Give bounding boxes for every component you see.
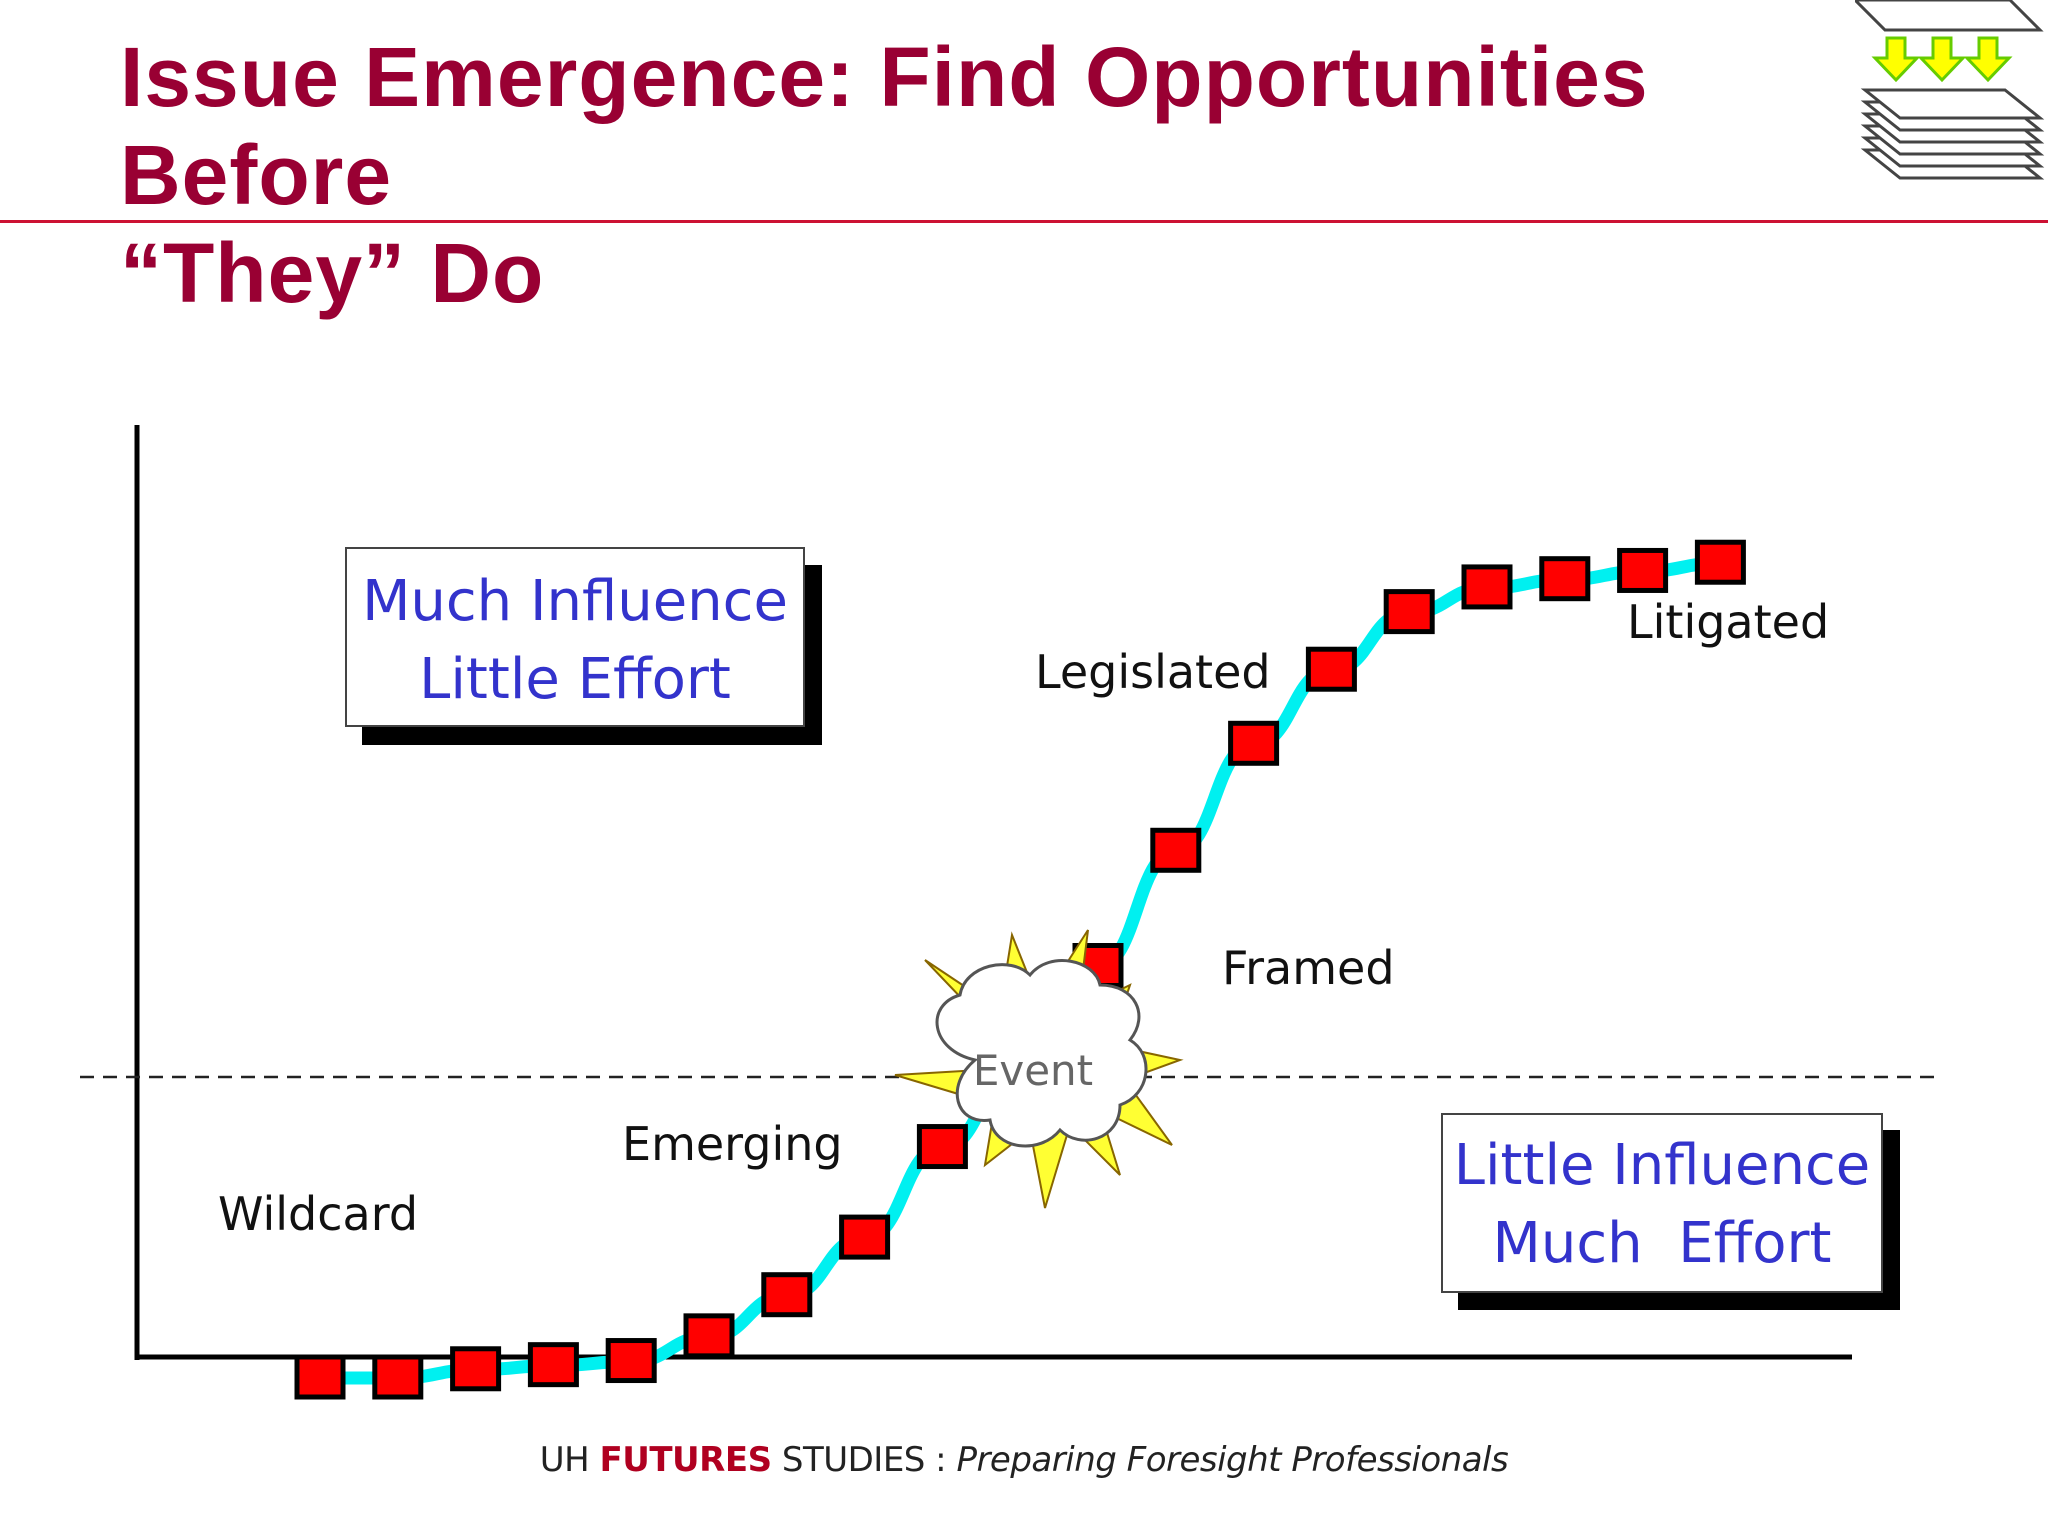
- little-influence-line-1: Little Influence: [1454, 1133, 1870, 1198]
- footer-tagline: Preparing Foresight Professionals: [956, 1440, 1509, 1480]
- page-stack: [1855, 0, 2045, 180]
- little-influence-line-2: Much Effort: [1493, 1211, 1832, 1276]
- curve-marker: [839, 1214, 891, 1260]
- event-cloud: [935, 959, 1148, 1148]
- curve-marker: [1617, 547, 1669, 593]
- curve-marker: [1383, 589, 1435, 635]
- explosion-cloud-icon: Event: [894, 929, 1184, 1209]
- stacked-pages-icon: [1855, 0, 2045, 180]
- slide-title: Issue Emergence: Find Opportunities Befo…: [120, 28, 1820, 322]
- marker-layer: [294, 539, 1746, 1400]
- footer-brand: FUTURES: [599, 1440, 773, 1480]
- footer: UH FUTURES STUDIES : Preparing Foresight…: [0, 1440, 2048, 1480]
- title-line-1: Issue Emergence: Find Opportunities Befo…: [120, 30, 1649, 222]
- curve-marker: [761, 1272, 813, 1318]
- curve-marker: [1539, 556, 1591, 602]
- stage-label-framed: Framed: [1222, 941, 1395, 995]
- stage-label-litigated: Litigated: [1627, 595, 1829, 649]
- down-arrows-icon: [1871, 36, 2013, 83]
- footer-suffix: STUDIES :: [771, 1440, 957, 1480]
- curve-marker: [372, 1354, 424, 1400]
- much-influence-box-frame: [345, 547, 805, 727]
- stage-label-legislated: Legislated: [1035, 645, 1271, 699]
- stage-label-wildcard: Wildcard: [218, 1187, 418, 1241]
- curve-marker: [1694, 539, 1746, 585]
- curve-marker: [527, 1342, 579, 1388]
- curve-marker: [1150, 827, 1202, 873]
- little-influence-box-frame: [1441, 1113, 1883, 1293]
- stage-label-emerging: Emerging: [622, 1117, 843, 1171]
- curve-marker: [1461, 564, 1513, 610]
- footer-prefix: UH: [539, 1440, 600, 1480]
- curve-marker: [294, 1354, 346, 1400]
- curve-marker: [1228, 720, 1280, 766]
- much-influence-line-2: Little Effort: [419, 647, 731, 712]
- curve-marker: [683, 1313, 735, 1359]
- curve-marker: [916, 1124, 968, 1170]
- title-line-2: “They” Do: [120, 226, 545, 320]
- curve-marker: [1305, 646, 1357, 692]
- curve-marker: [450, 1346, 502, 1392]
- little-influence-box: Little Influence Much Effort: [1441, 1113, 1900, 1310]
- much-influence-line-1: Much Influence: [362, 569, 788, 634]
- event-label: Event: [973, 1046, 1093, 1095]
- much-influence-box: Much Influence Little Effort: [345, 547, 822, 745]
- title-rule: [0, 220, 2048, 223]
- curve-marker: [605, 1338, 657, 1384]
